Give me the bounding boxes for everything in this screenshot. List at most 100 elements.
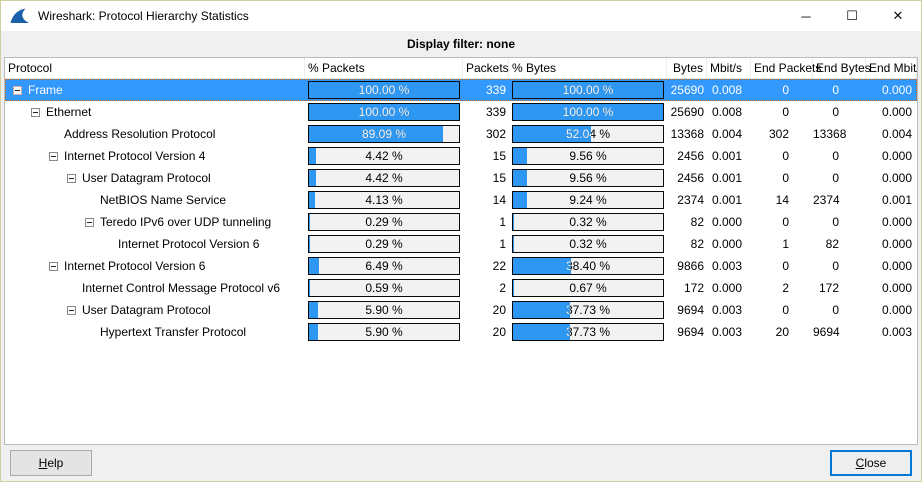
packets-cell: 15 (492, 171, 506, 185)
end-mbits-cell: 0.004 (881, 127, 912, 141)
column-header-bytes[interactable]: Bytes (667, 58, 707, 78)
mbits-cell: 0.008 (712, 105, 743, 119)
end-mbits-cell: 0.000 (881, 83, 912, 97)
end-packets-cell: 2 (782, 281, 789, 295)
table-row[interactable]: Internet Protocol Version 6 0.29 % 0.29 … (5, 233, 917, 255)
table-row[interactable]: Ethernet 100.00 % 100.00 % 339 100.00 % … (5, 101, 917, 123)
end-packets-cell: 14 (775, 193, 789, 207)
minimize-icon[interactable]: ─ (783, 1, 829, 31)
protocol-name: User Datagram Protocol (82, 171, 211, 185)
end-mbits-cell: 0.000 (881, 303, 912, 317)
protocol-name: User Datagram Protocol (82, 303, 211, 317)
maximize-icon[interactable]: ☐ (829, 1, 875, 31)
column-header-packets[interactable]: Packets (463, 58, 509, 78)
pct-packets-cell: 4.13 % 4.13 % (305, 189, 463, 211)
table-row[interactable]: User Datagram Protocol 5.90 % 5.90 % 20 … (5, 299, 917, 321)
collapse-icon[interactable] (49, 151, 58, 161)
button-bar: Help Close (1, 445, 921, 481)
bar-fill (513, 126, 592, 142)
pct-bytes-value: 0.32 % (569, 237, 607, 251)
column-header-end-packets[interactable]: End Packets (751, 58, 821, 78)
end-bytes-cell: 82 (825, 237, 839, 251)
end-bytes-cell: 0 (832, 149, 839, 163)
column-header-pct-packets[interactable]: % Packets (305, 58, 463, 78)
table-row[interactable]: NetBIOS Name Service 4.13 % 4.13 % 14 9.… (5, 189, 917, 211)
packets-cell: 15 (492, 149, 506, 163)
protocol-name: Teredo IPv6 over UDP tunneling (100, 215, 272, 229)
pct-bytes-value: 9.56 % (569, 149, 607, 163)
end-packets-cell: 0 (782, 259, 789, 273)
bar-fill (513, 148, 528, 164)
column-header-end-mbits[interactable]: End Mbit/s (866, 58, 917, 78)
pct-packets-bar: 100.00 % 100.00 % (308, 103, 460, 121)
mbits-cell: 0.003 (712, 325, 743, 339)
table-row[interactable]: Frame 100.00 % 100.00 % 339 100.00 % 100… (5, 79, 917, 101)
table-row[interactable]: Address Resolution Protocol 89.09 % 89.0… (5, 123, 917, 145)
collapse-icon[interactable] (67, 173, 76, 183)
pct-packets-value: 4.13 % (365, 193, 403, 207)
packets-cell: 14 (492, 193, 506, 207)
pct-bytes-value-inverse: 38.40 % (565, 259, 611, 273)
pct-bytes-value-inverse: 52.04 % (565, 127, 611, 141)
pct-bytes-cell: 0.32 % 0.32 % (509, 233, 667, 255)
pct-bytes-cell: 100.00 % 100.00 % (509, 101, 667, 123)
bytes-cell: 25690 (670, 83, 704, 97)
help-button[interactable]: Help (10, 450, 92, 476)
collapse-icon[interactable] (31, 107, 40, 117)
bytes-cell: 2456 (677, 149, 704, 163)
packets-cell: 302 (485, 127, 506, 141)
pct-bytes-value-inverse: 37.73 % (565, 325, 611, 339)
close-button[interactable]: Close (830, 450, 912, 476)
end-mbits-cell: 0.000 (881, 105, 912, 119)
protocol-cell: Internet Protocol Version 4 (5, 149, 305, 163)
protocol-cell: Teredo IPv6 over UDP tunneling (5, 215, 305, 229)
collapse-icon[interactable] (49, 261, 58, 271)
collapse-icon[interactable] (13, 85, 22, 95)
table-row[interactable]: User Datagram Protocol 4.42 % 4.42 % 15 … (5, 167, 917, 189)
table-row[interactable]: Internet Protocol Version 4 4.42 % 4.42 … (5, 145, 917, 167)
protocol-name: Internet Protocol Version 4 (64, 149, 206, 163)
end-bytes-cell: 9694 (813, 325, 840, 339)
bytes-cell: 25690 (670, 105, 704, 119)
table-row[interactable]: Hypertext Transfer Protocol 5.90 % 5.90 … (5, 321, 917, 343)
protocol-cell: User Datagram Protocol (5, 171, 305, 185)
column-header-protocol[interactable]: Protocol (5, 58, 305, 78)
pct-bytes-bar: 0.67 % 0.67 % (512, 279, 664, 297)
packets-cell: 1 (499, 237, 506, 251)
pct-bytes-bar: 9.56 % 9.56 % (512, 169, 664, 187)
protocol-cell: Internet Control Message Protocol v6 (5, 281, 305, 295)
table-row[interactable]: Internet Control Message Protocol v6 0.5… (5, 277, 917, 299)
end-packets-cell: 0 (782, 149, 789, 163)
pct-bytes-bar: 37.73 % 37.73 % (512, 301, 664, 319)
mbits-cell: 0.001 (712, 171, 743, 185)
pct-packets-cell: 0.59 % 0.59 % (305, 277, 463, 299)
column-header-pct-bytes[interactable]: % Bytes (509, 58, 667, 78)
table-row[interactable]: Internet Protocol Version 6 6.49 % 6.49 … (5, 255, 917, 277)
column-header-end-bytes[interactable]: End Bytes (813, 58, 871, 78)
pct-bytes-bar: 9.56 % 9.56 % (512, 147, 664, 165)
end-mbits-cell: 0.003 (881, 325, 912, 339)
pct-packets-cell: 0.29 % 0.29 % (305, 211, 463, 233)
close-window-icon[interactable]: ✕ (875, 1, 921, 31)
pct-packets-cell: 5.90 % 5.90 % (305, 299, 463, 321)
collapse-icon[interactable] (67, 305, 76, 315)
end-bytes-cell: 0 (832, 215, 839, 229)
pct-packets-value: 6.49 % (365, 259, 403, 273)
table-row[interactable]: Teredo IPv6 over UDP tunneling 0.29 % 0.… (5, 211, 917, 233)
pct-packets-bar: 4.42 % 4.42 % (308, 147, 460, 165)
mbits-cell: 0.001 (712, 193, 743, 207)
packets-cell: 339 (485, 105, 506, 119)
end-bytes-cell: 0 (832, 303, 839, 317)
collapse-icon[interactable] (85, 217, 94, 227)
column-header-mbits[interactable]: Mbit/s (707, 58, 751, 78)
bar-fill (513, 280, 514, 296)
pct-packets-bar: 89.09 % 89.09 % (308, 125, 460, 143)
packets-cell: 20 (492, 325, 506, 339)
pct-packets-bar: 100.00 % 100.00 % (308, 81, 460, 99)
mbits-cell: 0.003 (712, 259, 743, 273)
end-bytes-cell: 0 (832, 105, 839, 119)
pct-packets-value: 100.00 % (358, 105, 410, 119)
protocol-cell: Address Resolution Protocol (5, 127, 305, 141)
end-packets-cell: 20 (775, 325, 789, 339)
protocol-name: NetBIOS Name Service (100, 193, 227, 207)
